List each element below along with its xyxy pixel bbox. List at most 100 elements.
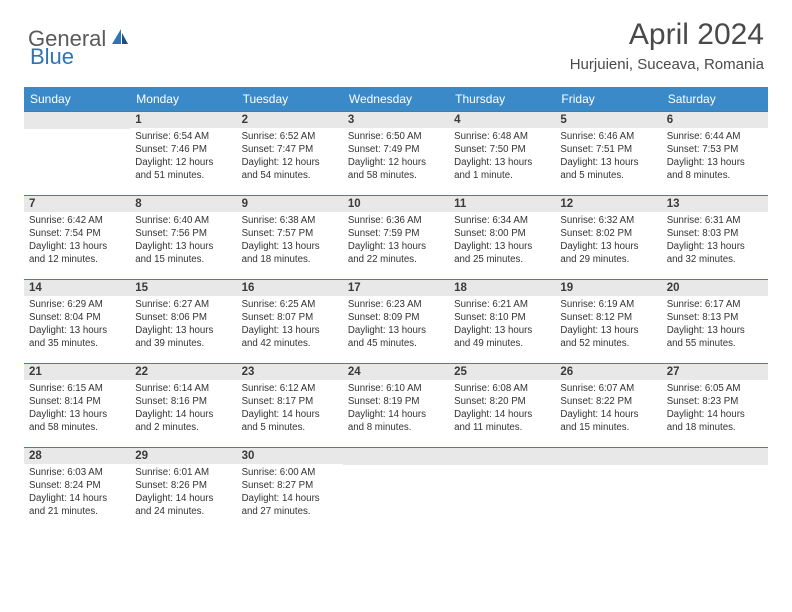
day-content (449, 465, 555, 471)
calendar-cell: 18Sunrise: 6:21 AMSunset: 8:10 PMDayligh… (449, 279, 555, 363)
day-line: Sunrise: 6:03 AM (29, 466, 125, 479)
day-line: Daylight: 13 hours (29, 324, 125, 337)
weekday-header: Tuesday (237, 87, 343, 111)
weekday-header: Sunday (24, 87, 130, 111)
calendar-cell: 22Sunrise: 6:14 AMSunset: 8:16 PMDayligh… (130, 363, 236, 447)
day-line: Daylight: 13 hours (667, 324, 763, 337)
weekday-header: Saturday (662, 87, 768, 111)
day-line: Sunset: 7:49 PM (348, 143, 444, 156)
calendar-cell (24, 111, 130, 195)
day-line: Sunrise: 6:19 AM (560, 298, 656, 311)
day-line: Sunrise: 6:27 AM (135, 298, 231, 311)
day-line: and 51 minutes. (135, 169, 231, 182)
day-number: 10 (343, 195, 449, 212)
day-number: 12 (555, 195, 661, 212)
day-line: Daylight: 13 hours (242, 240, 338, 253)
day-line: and 8 minutes. (348, 421, 444, 434)
weekday-header: Wednesday (343, 87, 449, 111)
day-line: Sunset: 7:50 PM (454, 143, 550, 156)
day-content (662, 465, 768, 471)
day-line: Daylight: 13 hours (454, 240, 550, 253)
day-number (555, 447, 661, 465)
day-line: Sunset: 8:22 PM (560, 395, 656, 408)
day-line: Sunrise: 6:38 AM (242, 214, 338, 227)
day-number: 15 (130, 279, 236, 296)
weekday-header: Monday (130, 87, 236, 111)
day-line: and 39 minutes. (135, 337, 231, 350)
calendar-cell: 13Sunrise: 6:31 AMSunset: 8:03 PMDayligh… (662, 195, 768, 279)
calendar-cell: 1Sunrise: 6:54 AMSunset: 7:46 PMDaylight… (130, 111, 236, 195)
day-line: Daylight: 13 hours (135, 240, 231, 253)
day-line: Sunrise: 6:44 AM (667, 130, 763, 143)
day-content: Sunrise: 6:40 AMSunset: 7:56 PMDaylight:… (130, 212, 236, 270)
day-line: Sunrise: 6:42 AM (29, 214, 125, 227)
calendar-body: 1Sunrise: 6:54 AMSunset: 7:46 PMDaylight… (24, 111, 768, 531)
calendar-cell: 14Sunrise: 6:29 AMSunset: 8:04 PMDayligh… (24, 279, 130, 363)
day-line: Daylight: 13 hours (135, 324, 231, 337)
day-line: Sunrise: 6:48 AM (454, 130, 550, 143)
day-line: Daylight: 14 hours (348, 408, 444, 421)
day-number: 17 (343, 279, 449, 296)
day-line: Daylight: 14 hours (242, 492, 338, 505)
calendar-cell (343, 447, 449, 531)
day-line: and 12 minutes. (29, 253, 125, 266)
day-line: Daylight: 13 hours (242, 324, 338, 337)
day-line: Sunrise: 6:31 AM (667, 214, 763, 227)
day-line: Sunset: 8:12 PM (560, 311, 656, 324)
day-line: Sunrise: 6:07 AM (560, 382, 656, 395)
day-line: Sunset: 8:20 PM (454, 395, 550, 408)
calendar-head: SundayMondayTuesdayWednesdayThursdayFrid… (24, 87, 768, 111)
calendar-cell: 9Sunrise: 6:38 AMSunset: 7:57 PMDaylight… (237, 195, 343, 279)
day-line: Daylight: 13 hours (348, 240, 444, 253)
day-line: Daylight: 14 hours (667, 408, 763, 421)
day-line: Daylight: 14 hours (29, 492, 125, 505)
day-line: and 58 minutes. (348, 169, 444, 182)
day-line: Sunrise: 6:23 AM (348, 298, 444, 311)
day-content: Sunrise: 6:46 AMSunset: 7:51 PMDaylight:… (555, 128, 661, 186)
day-line: Sunrise: 6:40 AM (135, 214, 231, 227)
calendar-cell: 24Sunrise: 6:10 AMSunset: 8:19 PMDayligh… (343, 363, 449, 447)
calendar-week-row: 28Sunrise: 6:03 AMSunset: 8:24 PMDayligh… (24, 447, 768, 531)
calendar-week-row: 14Sunrise: 6:29 AMSunset: 8:04 PMDayligh… (24, 279, 768, 363)
day-line: Sunrise: 6:50 AM (348, 130, 444, 143)
day-line: Daylight: 14 hours (454, 408, 550, 421)
day-line: and 52 minutes. (560, 337, 656, 350)
day-number: 4 (449, 111, 555, 128)
day-line: Daylight: 14 hours (242, 408, 338, 421)
day-content: Sunrise: 6:03 AMSunset: 8:24 PMDaylight:… (24, 464, 130, 522)
day-content: Sunrise: 6:52 AMSunset: 7:47 PMDaylight:… (237, 128, 343, 186)
day-content: Sunrise: 6:27 AMSunset: 8:06 PMDaylight:… (130, 296, 236, 354)
day-line: and 29 minutes. (560, 253, 656, 266)
day-line: and 15 minutes. (135, 253, 231, 266)
calendar-cell: 21Sunrise: 6:15 AMSunset: 8:14 PMDayligh… (24, 363, 130, 447)
calendar-cell: 8Sunrise: 6:40 AMSunset: 7:56 PMDaylight… (130, 195, 236, 279)
calendar-week-row: 1Sunrise: 6:54 AMSunset: 7:46 PMDaylight… (24, 111, 768, 195)
day-line: Sunrise: 6:32 AM (560, 214, 656, 227)
day-content: Sunrise: 6:12 AMSunset: 8:17 PMDaylight:… (237, 380, 343, 438)
calendar-cell (662, 447, 768, 531)
day-line: Sunrise: 6:14 AM (135, 382, 231, 395)
day-line: and 5 minutes. (560, 169, 656, 182)
day-line: Sunset: 8:09 PM (348, 311, 444, 324)
day-number: 14 (24, 279, 130, 296)
day-content: Sunrise: 6:07 AMSunset: 8:22 PMDaylight:… (555, 380, 661, 438)
day-line: Sunset: 8:24 PM (29, 479, 125, 492)
day-line: Sunset: 8:27 PM (242, 479, 338, 492)
day-line: Sunrise: 6:54 AM (135, 130, 231, 143)
day-content: Sunrise: 6:42 AMSunset: 7:54 PMDaylight:… (24, 212, 130, 270)
day-content (24, 129, 130, 135)
calendar-cell (449, 447, 555, 531)
day-line: and 25 minutes. (454, 253, 550, 266)
calendar-week-row: 7Sunrise: 6:42 AMSunset: 7:54 PMDaylight… (24, 195, 768, 279)
weekday-header: Friday (555, 87, 661, 111)
day-line: Sunset: 7:46 PM (135, 143, 231, 156)
day-line: Sunrise: 6:01 AM (135, 466, 231, 479)
day-line: and 27 minutes. (242, 505, 338, 518)
day-number: 30 (237, 447, 343, 464)
day-line: Sunrise: 6:15 AM (29, 382, 125, 395)
day-line: Sunset: 7:54 PM (29, 227, 125, 240)
day-line: Daylight: 12 hours (135, 156, 231, 169)
day-number: 21 (24, 363, 130, 380)
day-content: Sunrise: 6:48 AMSunset: 7:50 PMDaylight:… (449, 128, 555, 186)
day-number: 16 (237, 279, 343, 296)
